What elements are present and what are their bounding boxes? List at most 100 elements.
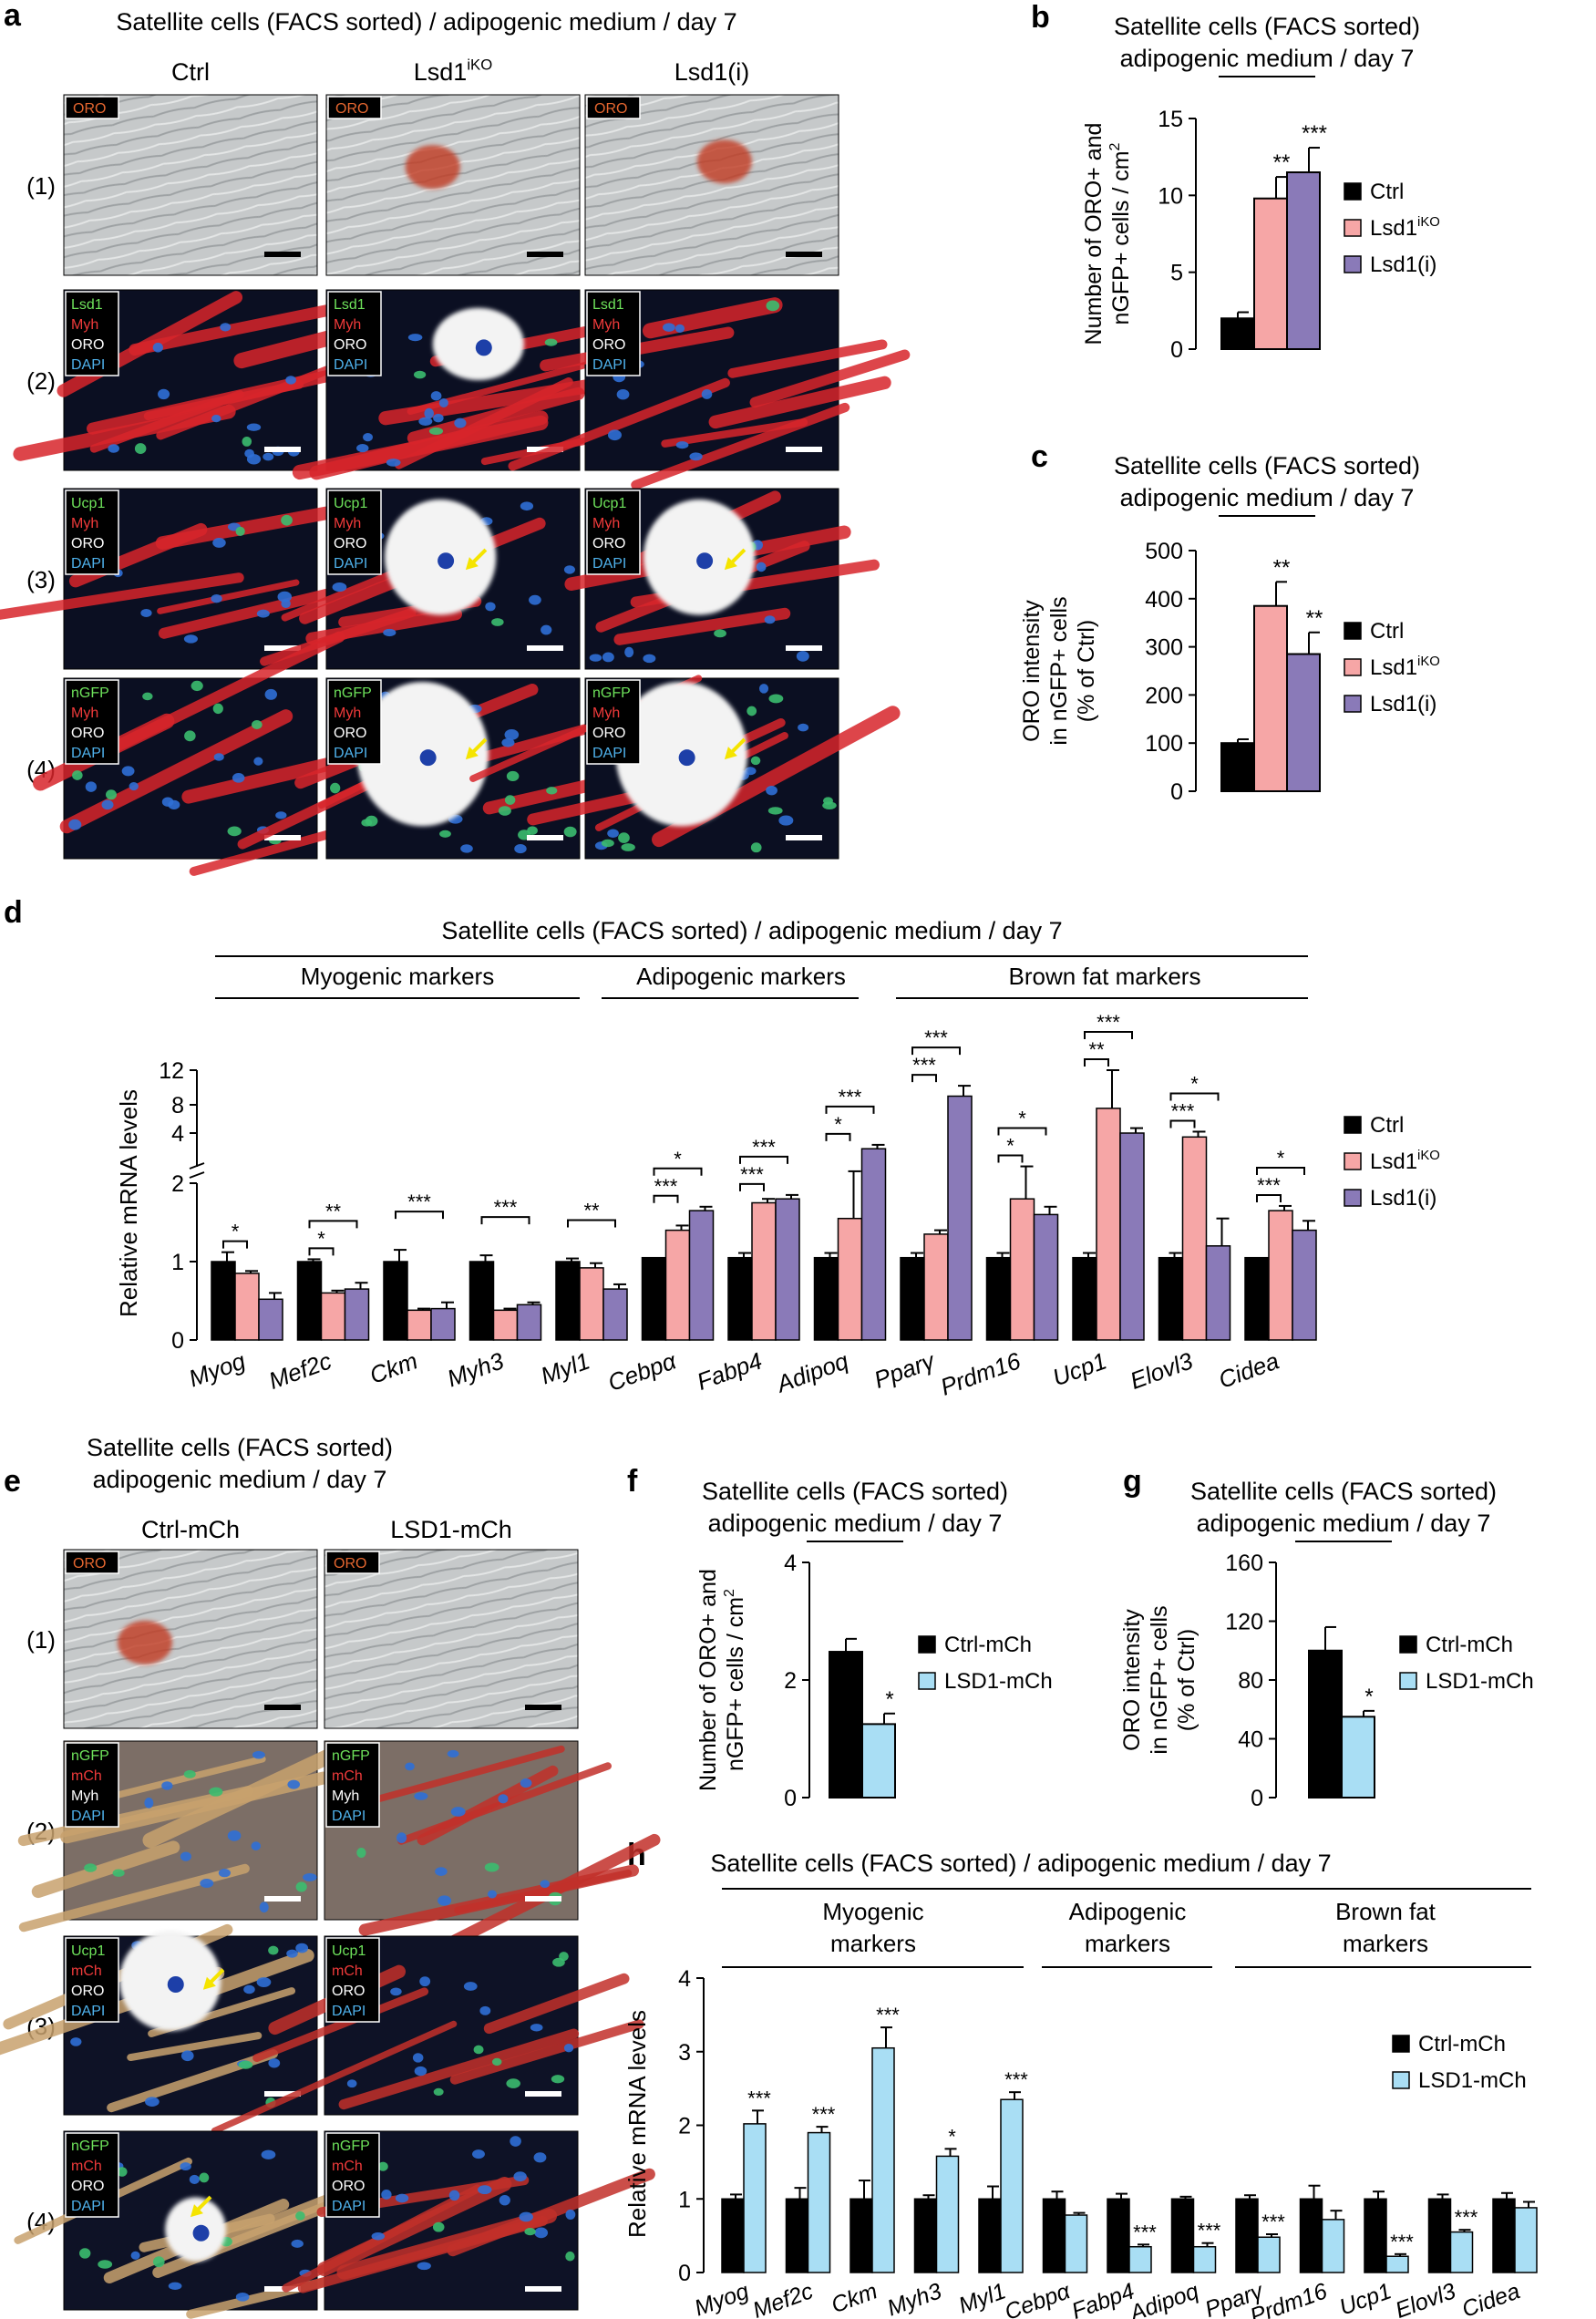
- bar-ucp1: [1096, 1108, 1121, 1341]
- myh-fiber: [338, 2028, 580, 2110]
- bar-adipoq: [1192, 2245, 1217, 2273]
- nucleus: [747, 706, 757, 716]
- nucleus: [433, 2087, 444, 2097]
- micrograph-tile: ORO: [325, 94, 581, 276]
- column-header-text: Lsd1: [414, 58, 468, 86]
- y-tick-label: 1: [678, 2187, 691, 2212]
- stain-label: ORO: [334, 1556, 366, 1572]
- legend-swatch: [1344, 1189, 1362, 1207]
- nucleus: [767, 807, 783, 815]
- significance-bracket: [825, 1132, 851, 1141]
- stain-label: DAPI: [592, 746, 626, 761]
- stain-label: Myh: [334, 317, 361, 333]
- y-axis-label: nGFP+ cells / cm2: [1107, 142, 1134, 325]
- significance-bracket: [480, 1216, 530, 1225]
- y-axis-label-text: (% of Ctrl): [1074, 620, 1099, 723]
- nucleus: [607, 829, 619, 838]
- significance-stars: ***: [924, 1026, 948, 1049]
- bar-elovl3: [1427, 2198, 1452, 2273]
- myh-fiber: [129, 299, 357, 356]
- myh-fiber: [708, 376, 891, 429]
- significance-bracket: [997, 1154, 1024, 1163]
- column-header: LSD1-mCh: [390, 1516, 512, 1543]
- nucleus: [491, 618, 504, 626]
- bar-myog: [721, 2198, 745, 2273]
- legend-label: LSD1-mCh: [944, 1669, 1053, 1694]
- bar-prdm16: [1299, 2198, 1323, 2273]
- nucleus: [750, 756, 761, 766]
- y-tick-label: 4: [784, 1551, 797, 1576]
- nucleus: [256, 1977, 272, 1987]
- category-label: Mef2c: [749, 2278, 817, 2319]
- bar-fabp4: [751, 1201, 777, 1341]
- significance-stars: *: [1190, 1072, 1199, 1095]
- nucleus: [108, 444, 119, 453]
- stain-label: ORO: [334, 536, 366, 551]
- bar-myh3: [492, 1309, 519, 1341]
- bar-cebpα: [688, 1210, 715, 1341]
- significance-stars: ***: [1097, 1011, 1120, 1034]
- y-tick-label: 8: [171, 1093, 184, 1118]
- nucleus: [386, 459, 401, 467]
- category-label: Myl1: [955, 2278, 1009, 2318]
- y-axis-label-text: ORO intensity: [1019, 600, 1045, 742]
- bar-elovl3: [1449, 2231, 1474, 2273]
- stain-label: mCh: [71, 1963, 102, 1979]
- nucleus: [246, 423, 262, 431]
- nucleus: [268, 1945, 279, 1955]
- nucleus: [251, 1841, 262, 1850]
- bar-ctrl-mch: [1308, 1649, 1343, 1799]
- nucleus: [295, 1943, 309, 1953]
- scale-bar-icon: [527, 645, 563, 651]
- significance-stars: ***: [1257, 1174, 1281, 1197]
- bar-myog: [234, 1273, 260, 1341]
- bar-pparγ: [947, 1095, 973, 1341]
- nucleus: [330, 782, 341, 794]
- nucleus: [565, 2209, 576, 2220]
- y-tick-label: 0: [784, 1786, 797, 1811]
- scale-bar-icon: [786, 645, 822, 651]
- significance-bracket: [567, 1219, 616, 1228]
- row-label: (1): [26, 172, 56, 200]
- y-tick-label: 5: [1170, 261, 1183, 286]
- stain-label: Ucp1: [332, 1943, 366, 1959]
- legend-swatch: [918, 1635, 936, 1654]
- nucleus: [540, 1880, 551, 1888]
- stain-label: Ucp1: [334, 496, 367, 511]
- stain-label: DAPI: [71, 2199, 105, 2214]
- legend-swatch: [1344, 182, 1362, 201]
- nucleus: [435, 1867, 448, 1876]
- stain-label-box: [325, 1937, 380, 2023]
- stain-label: Myh: [71, 1788, 98, 1804]
- bar-prdm16: [1321, 2219, 1345, 2273]
- axis-break-mark: [189, 1171, 205, 1179]
- stain-label-box: [65, 291, 119, 376]
- column-header: Ctrl: [171, 58, 210, 86]
- column-header-text: Lsd1(i): [674, 58, 750, 86]
- nucleus: [235, 2293, 250, 2302]
- legend-label-text: Lsd1: [1370, 216, 1417, 241]
- y-tick-label: 4: [678, 1966, 691, 1992]
- significance-stars: ***: [912, 1054, 936, 1077]
- nucleus: [356, 443, 369, 453]
- row-label: (2): [26, 367, 56, 395]
- yellow-arrow-head-icon: [202, 1976, 216, 1990]
- significance-stars: ***: [876, 2004, 900, 2026]
- nucleus: [519, 2211, 533, 2222]
- stain-label: DAPI: [334, 556, 367, 572]
- nucleus: [504, 729, 520, 740]
- yellow-arrow-head-icon: [465, 557, 479, 571]
- myh-fiber: [454, 1869, 633, 1914]
- stain-label: Myh: [71, 317, 98, 333]
- stain-label-box: [65, 1742, 119, 1828]
- significance-stars: ***: [1302, 121, 1327, 146]
- category-label: Cebpα: [1002, 2278, 1075, 2319]
- y-axis-label: (% of Ctrl): [1074, 620, 1099, 723]
- y-tick-label: 2: [784, 1668, 797, 1694]
- chart-title: Satellite cells (FACS sorted) / adipogen…: [710, 1850, 1331, 1877]
- bar-myl1: [1000, 2098, 1024, 2273]
- nucleus: [766, 300, 780, 312]
- stain-label: mCh: [71, 2159, 102, 2174]
- micrograph-tile: nGFP mCh ORO DAPI: [14, 2130, 415, 2319]
- significance-stars: ***: [752, 1136, 776, 1159]
